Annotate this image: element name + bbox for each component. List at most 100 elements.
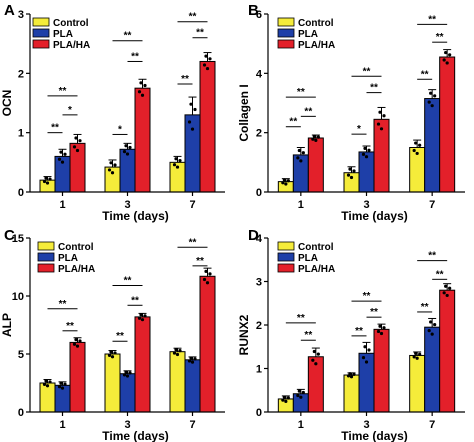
data-point: [42, 382, 47, 386]
data-point: [382, 114, 386, 118]
y-tick-label: 0: [256, 187, 262, 199]
data-point: [301, 151, 305, 155]
y-axis-label: ALP: [0, 313, 14, 337]
data-point: [110, 355, 115, 359]
data-point: [125, 374, 130, 378]
legend-swatch: [37, 241, 55, 251]
data-point: [376, 329, 381, 334]
data-point: [349, 175, 354, 180]
significance-label: **: [428, 14, 436, 25]
data-point: [205, 66, 210, 71]
data-point: [418, 352, 422, 357]
data-point: [44, 379, 48, 383]
data-point: [349, 375, 354, 379]
legend-swatch: [37, 252, 55, 262]
bar: [439, 56, 456, 193]
data-point: [174, 157, 178, 161]
y-tick-label: 1: [18, 128, 24, 140]
data-point: [109, 350, 113, 354]
significance-label: **: [124, 276, 132, 287]
data-point: [172, 163, 177, 167]
data-point: [72, 145, 77, 149]
y-axis-label: RUNX2: [237, 314, 251, 355]
x-tick-label: 3: [363, 199, 369, 211]
significance-label: *: [357, 124, 361, 135]
bar: [104, 353, 121, 413]
bar: [134, 316, 151, 413]
data-point: [113, 163, 117, 167]
legend-label: PLA: [298, 29, 318, 40]
data-point: [348, 167, 352, 171]
bar: [424, 326, 441, 413]
data-point: [74, 136, 78, 140]
data-point: [444, 284, 448, 288]
data-point: [75, 344, 80, 348]
legend-swatch: [277, 263, 295, 273]
data-point: [193, 107, 197, 112]
data-point: [430, 332, 434, 336]
data-point: [44, 176, 48, 180]
data-point: [316, 135, 320, 139]
data-point: [364, 155, 369, 159]
significance-label: **: [370, 83, 378, 94]
data-point: [75, 148, 80, 153]
legend-swatch: [277, 241, 295, 251]
y-tick-label: 2: [18, 68, 24, 80]
y-tick-label: 0: [256, 407, 262, 419]
data-point: [348, 372, 352, 376]
x-axis-label: Time (days): [341, 209, 407, 223]
x-tick-label: 3: [363, 419, 369, 431]
y-tick-label: 0: [18, 407, 24, 419]
data-point: [175, 165, 180, 169]
data-point: [363, 146, 367, 150]
data-point: [109, 161, 113, 165]
data-point: [448, 53, 452, 57]
x-tick-label: 7: [189, 199, 195, 211]
bar: [343, 374, 360, 413]
data-point: [174, 347, 178, 352]
significance-label: **: [363, 291, 371, 302]
legend-label: PLA: [298, 253, 318, 264]
legend-label: Control: [298, 18, 334, 29]
significance-label: **: [131, 295, 139, 306]
legend-swatch: [277, 39, 295, 49]
data-point: [346, 173, 351, 177]
data-point: [314, 138, 318, 142]
significance-label: **: [124, 31, 132, 42]
data-point: [78, 339, 82, 343]
data-point: [140, 93, 145, 97]
data-point: [412, 355, 416, 359]
bar: [199, 275, 216, 413]
data-point: [284, 399, 288, 403]
data-point: [312, 134, 316, 138]
data-point: [128, 145, 132, 150]
data-point: [296, 156, 300, 160]
data-point: [314, 362, 318, 366]
significance-label: **: [436, 269, 444, 280]
y-axis-label: Collagen I: [237, 84, 251, 141]
x-axis-label: Time (days): [102, 209, 168, 223]
data-point: [189, 102, 193, 106]
data-point: [352, 169, 356, 173]
bar: [169, 351, 186, 413]
y-tick-label: 0: [18, 187, 24, 199]
data-point: [433, 322, 437, 327]
data-point: [367, 148, 371, 152]
y-tick-label: 15: [12, 233, 24, 245]
data-point: [448, 286, 452, 290]
data-point: [378, 324, 382, 328]
data-point: [361, 356, 366, 360]
significance-label: **: [304, 330, 312, 341]
data-point: [72, 342, 77, 346]
x-tick-label: 1: [59, 199, 65, 211]
x-tick-label: 1: [298, 199, 304, 211]
x-tick-label: 3: [124, 199, 130, 211]
data-point: [59, 150, 63, 154]
data-point: [415, 151, 419, 156]
data-point: [78, 139, 82, 143]
x-tick-label: 7: [429, 419, 435, 431]
data-point: [124, 370, 128, 374]
data-point: [379, 127, 384, 131]
